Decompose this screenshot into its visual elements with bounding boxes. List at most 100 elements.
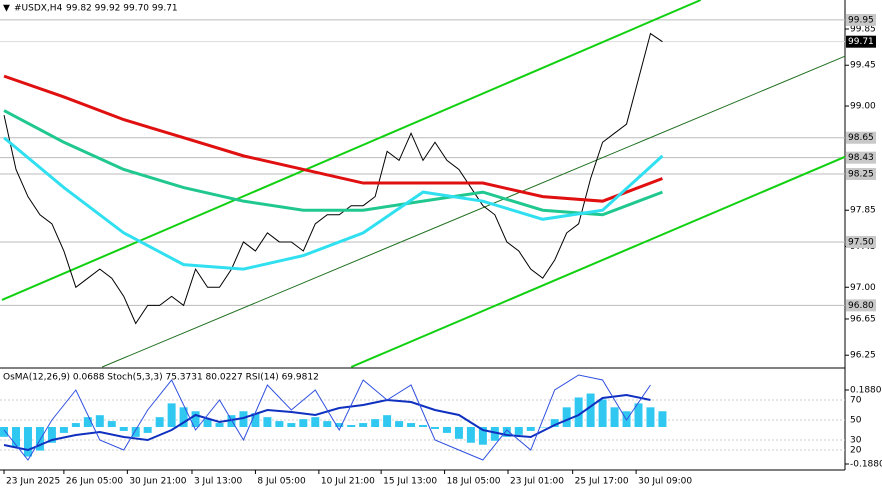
osma-bar (610, 407, 619, 427)
osma-bar (538, 426, 547, 428)
collapse-arrow[interactable]: ▼ (3, 4, 10, 14)
osma-bar (430, 426, 439, 429)
osma-bar (586, 393, 595, 427)
osma-bar (466, 426, 475, 443)
y-tick-label: 99.45 (850, 61, 876, 71)
y-tick-label: 96.65 (850, 314, 876, 324)
trend-line (102, 55, 846, 368)
osma-bar (119, 426, 128, 431)
x-tick-label: 23 Jun 2025 (6, 477, 60, 487)
osma-bar (275, 421, 284, 427)
osma-bar (227, 415, 236, 427)
lower-tick-label: 50 (850, 416, 862, 426)
osma-bar (251, 413, 260, 427)
level-box (846, 13, 876, 26)
lower-tick-label: 70 (850, 396, 862, 406)
level-label: 98.65 (848, 133, 874, 143)
osma-bar (419, 425, 428, 427)
quote: 99.82 99.92 99.70 99.71 (66, 4, 178, 14)
osma-bar (0, 426, 9, 437)
level-label: 98.25 (848, 169, 874, 179)
osma-bar (143, 426, 152, 433)
osma-bar (179, 407, 188, 427)
osma-bar (526, 426, 535, 431)
osma-bar (263, 417, 272, 427)
trend-line (1, 0, 702, 301)
price-line (3, 32, 663, 325)
y-tick-label: 96.25 (850, 351, 876, 361)
osma-bar (347, 425, 356, 427)
osma-bar (550, 419, 559, 427)
y2-tick-label: -0.1880 (850, 459, 882, 469)
osma-bar (311, 417, 320, 427)
osma-bar (502, 426, 511, 437)
moving-average (3, 136, 664, 271)
osma-bar (12, 426, 21, 447)
x-tick-label: 25 Jul 17:00 (575, 477, 629, 487)
osma-bar (71, 423, 80, 427)
osma-bar (155, 417, 164, 427)
level-label: 96.80 (848, 301, 874, 311)
oscillator-line (3, 393, 651, 452)
osma-bar (23, 426, 32, 457)
osma-bar (371, 419, 380, 427)
y-tick-label: 97.85 (850, 206, 876, 216)
osma-bar (95, 415, 104, 427)
level-label: 99.95 (848, 15, 874, 25)
x-tick-label: 26 Jun 05:00 (66, 477, 123, 487)
level-label: 99.71 (848, 37, 874, 47)
osma-bar (383, 415, 392, 427)
osma-bar (131, 426, 140, 437)
osma-bar (59, 426, 68, 433)
x-tick-label: 3 Jul 13:00 (194, 477, 243, 487)
level-box (846, 299, 876, 312)
y-tick-label: 99.85 (850, 24, 876, 34)
osma-bar (359, 423, 368, 427)
osma-bar (478, 426, 487, 445)
trend-line (350, 155, 846, 368)
osma-bar (239, 411, 248, 427)
y-tick-label: 97.00 (850, 283, 876, 293)
osma-bar (335, 423, 344, 427)
moving-average (3, 109, 663, 217)
osma-bar (442, 426, 451, 433)
osma-bar (83, 417, 92, 427)
x-tick-label: 23 Jul 01:00 (510, 477, 564, 487)
osma-bar (454, 426, 463, 439)
indicator-title: OsMA(12,26,9) 0.0688 Stoch(5,3,3) 75.373… (3, 373, 319, 383)
level-box (846, 131, 876, 144)
x-tick-label: 10 Jul 21:00 (321, 477, 375, 487)
osma-bar (395, 421, 404, 427)
osma-bar (35, 426, 44, 451)
osma-bar (299, 419, 308, 427)
y2-tick-label: 0.1880 (850, 385, 882, 395)
lower-tick-label: 30 (850, 436, 862, 446)
osma-bar (646, 407, 655, 427)
osma-bar (287, 423, 296, 427)
osma-bar (47, 426, 56, 443)
osma-bar (574, 397, 583, 427)
x-tick-label: 30 Jun 21:00 (129, 477, 186, 487)
x-tick-label: 15 Jul 13:00 (383, 477, 437, 487)
level-box (846, 35, 876, 48)
osma-bar (215, 423, 224, 427)
osma-bar (634, 403, 643, 427)
x-tick-label: 8 Jul 05:00 (257, 477, 306, 487)
moving-average (3, 74, 663, 203)
osma-bar (490, 426, 499, 441)
x-tick-label: 18 Jul 05:00 (447, 477, 501, 487)
y-tick-label: 99.00 (850, 102, 876, 112)
lower-tick-label: 20 (850, 446, 862, 456)
level-label: 97.50 (848, 237, 874, 247)
level-label: 98.43 (848, 153, 874, 163)
osma-bar (407, 423, 416, 427)
oscillator-line (3, 374, 651, 461)
level-box (846, 235, 876, 248)
osma-bar (562, 407, 571, 427)
osma-bar (514, 426, 523, 435)
osma-bar (191, 411, 200, 427)
osma-bar (203, 419, 212, 427)
osma-bar (598, 399, 607, 427)
level-box (846, 151, 876, 164)
